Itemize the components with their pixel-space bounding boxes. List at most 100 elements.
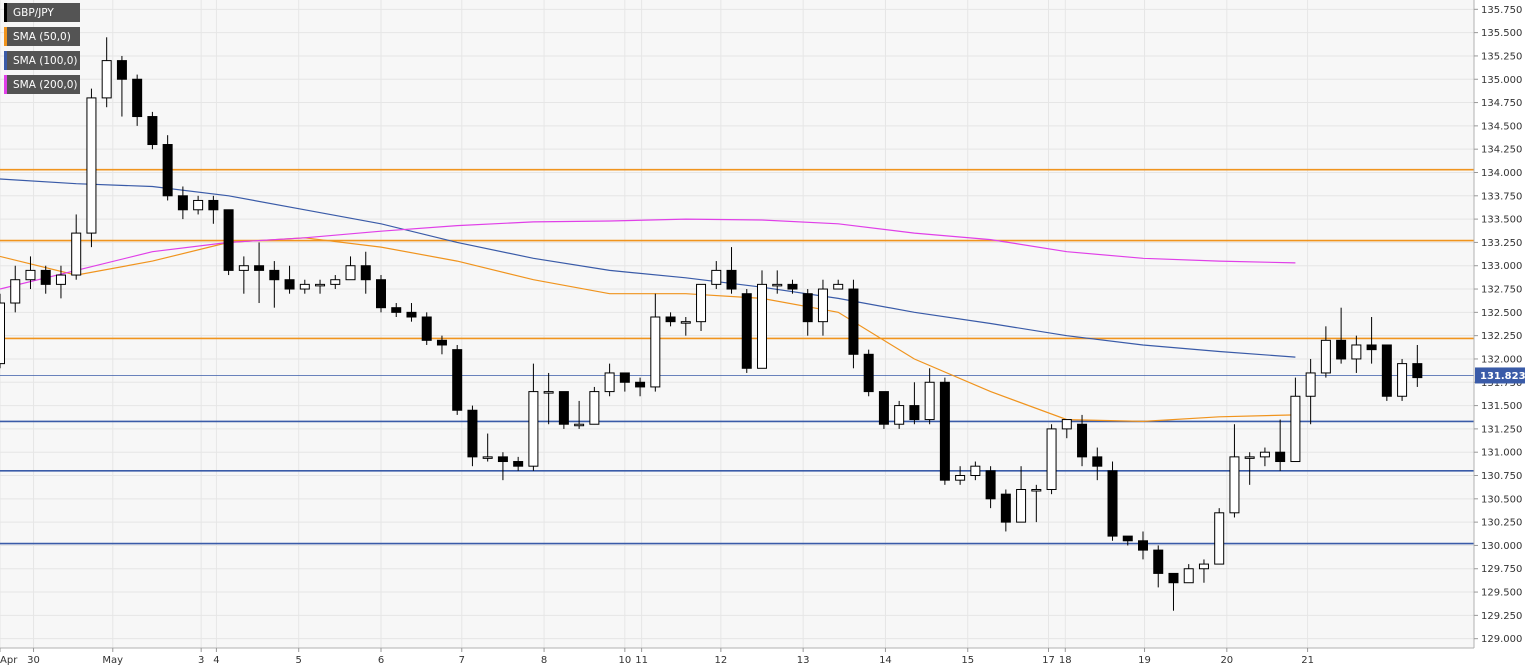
legend-item-sma-200[interactable]: SMA (200,0) — [4, 75, 80, 94]
candle-body — [650, 316, 661, 388]
candle — [71, 214, 82, 280]
legend-swatch — [4, 75, 7, 94]
candle-body — [421, 316, 432, 341]
y-tick-label: 129.750 — [1481, 564, 1522, 575]
candle — [619, 372, 630, 392]
x-tick-label: 5 — [296, 655, 302, 666]
legend-swatch — [4, 51, 7, 70]
y-tick-label: 132.250 — [1481, 331, 1522, 342]
candle-body — [360, 265, 371, 281]
plot-area — [0, 0, 1474, 648]
candle-body — [1259, 451, 1270, 458]
candle — [1016, 466, 1027, 523]
candle-body — [376, 279, 386, 309]
candle — [238, 256, 249, 294]
candle-body — [1077, 423, 1088, 458]
candle-body — [1290, 395, 1301, 463]
candle — [711, 261, 722, 290]
candle — [680, 317, 691, 336]
candle-body — [1229, 456, 1240, 514]
legend-item-sma-100[interactable]: SMA (100,0) — [4, 51, 80, 70]
candle-body — [0, 302, 5, 365]
candle-body — [299, 283, 310, 290]
x-tick-label: 10 — [618, 655, 631, 666]
candle-body — [848, 288, 859, 355]
candle-body — [817, 288, 828, 323]
candle — [254, 242, 265, 304]
candle-body — [55, 274, 66, 285]
candle-body — [1214, 512, 1225, 565]
x-tick-label: 8 — [541, 655, 547, 666]
candle — [452, 344, 463, 415]
candle-body — [604, 372, 615, 393]
candle — [1183, 564, 1194, 584]
x-tick-label: 17 — [1042, 655, 1055, 666]
candle — [0, 293, 5, 369]
y-tick-label: 133.250 — [1481, 238, 1522, 249]
candle-body — [574, 423, 585, 427]
candle-body — [757, 283, 767, 369]
candle — [482, 433, 493, 462]
candle-body — [101, 60, 112, 99]
candle-body — [1305, 372, 1316, 397]
candle-body — [635, 381, 646, 388]
candle-body — [132, 78, 143, 118]
candle-body — [254, 265, 265, 271]
x-tick-label: 6 — [378, 655, 384, 666]
candle-body — [1412, 363, 1423, 379]
candle-body — [939, 381, 950, 481]
candle-body — [147, 116, 158, 146]
candle — [665, 312, 676, 327]
candle — [345, 256, 356, 281]
candle-body — [345, 265, 356, 281]
candle-body — [315, 283, 326, 287]
candle-body — [955, 475, 966, 481]
candle — [939, 377, 950, 485]
candle — [802, 289, 813, 336]
candle — [376, 275, 386, 313]
candle — [757, 270, 767, 369]
candle-body — [1397, 363, 1408, 397]
candle — [1351, 335, 1362, 373]
legend-item-symbol[interactable]: GBP/JPY — [4, 3, 80, 22]
legend-label: SMA (100,0) — [13, 54, 78, 67]
y-tick-label: 132.500 — [1481, 308, 1522, 319]
candle — [513, 456, 524, 471]
candle-body — [970, 465, 981, 477]
candle-body — [802, 293, 813, 323]
candle — [1412, 344, 1423, 387]
sma-line — [0, 218, 1296, 290]
candle — [543, 372, 554, 425]
candle — [10, 265, 21, 313]
candle-body — [208, 199, 219, 211]
candle — [208, 195, 219, 224]
candle — [223, 209, 234, 276]
candle-body — [1061, 419, 1072, 430]
legend-label: GBP/JPY — [13, 6, 54, 19]
candle-body — [10, 279, 21, 304]
candle — [848, 279, 859, 369]
last-price-tag-bg — [1475, 367, 1525, 384]
y-tick-label: 131.000 — [1481, 448, 1522, 459]
horizontal-levels — [0, 168, 1474, 545]
candle — [741, 289, 752, 373]
legend-swatch — [4, 27, 7, 46]
candle-body — [391, 307, 402, 313]
x-tick-label: Apr — [0, 655, 18, 666]
candle-body — [589, 391, 600, 425]
candle-body — [1244, 456, 1255, 459]
candle-body — [528, 391, 539, 467]
y-tick-label: 135.250 — [1481, 51, 1522, 62]
candle — [1000, 489, 1011, 532]
candle — [1381, 344, 1392, 401]
candle — [574, 400, 585, 429]
candle — [1259, 447, 1270, 467]
legend-item-sma-50[interactable]: SMA (50,0) — [4, 27, 80, 46]
candle-body — [772, 283, 783, 287]
candle-body — [1046, 428, 1057, 490]
y-tick-label: 129.000 — [1481, 634, 1522, 645]
candle — [726, 247, 737, 294]
y-tick-label: 131.500 — [1481, 401, 1522, 412]
candle-body — [223, 209, 234, 271]
